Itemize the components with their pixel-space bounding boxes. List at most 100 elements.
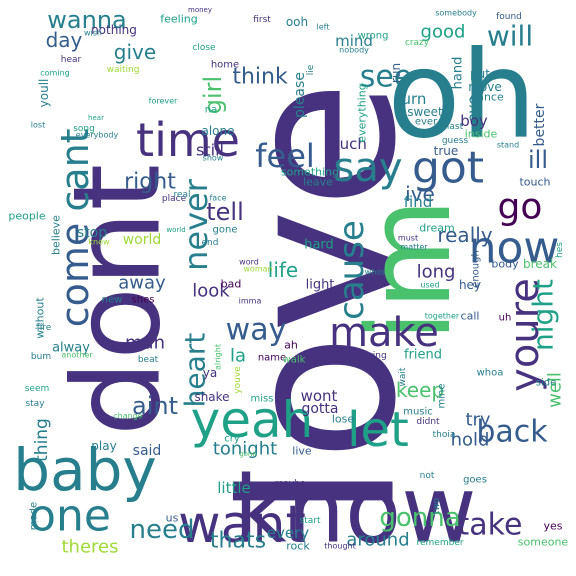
cloud-word: money xyxy=(188,6,212,14)
cloud-word: believe xyxy=(50,215,63,255)
cloud-word: whoa xyxy=(477,368,504,379)
cloud-word: miss xyxy=(251,394,274,405)
cloud-word: change xyxy=(113,412,143,421)
cloud-word: must xyxy=(398,234,418,243)
cloud-word: without xyxy=(34,297,47,339)
cloud-word: lost xyxy=(31,121,45,130)
cloud-word: yeah xyxy=(191,391,314,449)
cloud-word: hear xyxy=(88,114,104,122)
cloud-word: love xyxy=(198,80,443,520)
cloud-word: lose xyxy=(332,413,355,426)
cloud-word: last xyxy=(447,122,464,132)
cloud-word: time xyxy=(136,113,240,167)
cloud-word: wrong xyxy=(358,31,389,42)
cloud-word: mine xyxy=(437,383,448,408)
cloud-word: stay xyxy=(25,399,45,409)
cloud-word: said xyxy=(133,443,162,459)
cloud-word: seem xyxy=(25,384,50,394)
cloud-word: hes xyxy=(555,242,565,258)
cloud-word: face xyxy=(209,194,226,203)
cloud-word: didnt xyxy=(416,417,440,427)
cloud-word: ever xyxy=(415,117,438,128)
cloud-word: guess xyxy=(442,136,469,146)
cloud-word: remember xyxy=(416,538,463,548)
cloud-word: world xyxy=(166,226,185,234)
cloud-word: look xyxy=(192,281,230,302)
cloud-word: imma xyxy=(239,297,262,306)
cloud-word: side xyxy=(536,378,557,389)
cloud-word: nobody xyxy=(339,46,369,55)
cloud-word: enough xyxy=(471,250,482,288)
cloud-word: let xyxy=(347,402,409,458)
cloud-word: thoia xyxy=(433,430,456,440)
cloud-word: together xyxy=(425,312,460,321)
cloud-word: way xyxy=(226,313,287,348)
cloud-word: youve xyxy=(233,366,243,394)
cloud-word: knew xyxy=(88,238,110,247)
cloud-word: made xyxy=(29,502,40,530)
cloud-word: life xyxy=(268,258,298,282)
cloud-word: home xyxy=(211,60,239,71)
cloud-word: cry xyxy=(224,434,240,445)
cloud-word: go xyxy=(498,187,543,228)
cloud-word: turn xyxy=(396,90,427,108)
cloud-word: waiting xyxy=(107,65,140,75)
cloud-word: thats xyxy=(210,529,266,554)
cloud-word: girl xyxy=(199,76,227,114)
cloud-word: now xyxy=(469,223,560,274)
cloud-word: put xyxy=(470,67,490,81)
cloud-word: see xyxy=(360,60,413,95)
cloud-word: world xyxy=(123,232,162,248)
cloud-word: close xyxy=(192,43,216,53)
cloud-word: come xyxy=(53,223,97,328)
cloud-word: still xyxy=(196,141,224,160)
cloud-word: uh xyxy=(499,313,512,324)
cloud-word: gonn xyxy=(239,450,257,458)
cloud-word: everybody xyxy=(76,131,119,140)
cloud-word: goes xyxy=(463,475,487,486)
cloud-word: take xyxy=(458,508,523,543)
cloud-word: call xyxy=(461,310,480,323)
cloud-word: right xyxy=(124,170,176,195)
cloud-word: well xyxy=(545,372,566,408)
cloud-word: everything xyxy=(356,83,369,142)
cloud-word: hard xyxy=(304,238,334,253)
cloud-word: la xyxy=(230,346,246,367)
cloud-word: name xyxy=(258,353,286,364)
cloud-word: aint xyxy=(132,392,178,420)
cloud-word: light xyxy=(306,278,335,293)
cloud-word: first xyxy=(253,15,271,25)
cloud-word: better xyxy=(532,103,548,146)
cloud-word: please xyxy=(292,72,308,118)
cloud-word: thought xyxy=(324,542,355,551)
cloud-word: oh xyxy=(387,27,536,166)
cloud-word: friend xyxy=(404,348,442,363)
cloud-word: bring xyxy=(363,351,386,361)
cloud-word: hear xyxy=(61,55,82,65)
cloud-word: whos xyxy=(365,268,386,277)
cloud-word: cause xyxy=(332,220,372,320)
cloud-word: woman xyxy=(243,265,272,274)
cloud-word: little xyxy=(217,479,251,497)
cloud-word: maybe xyxy=(275,479,306,489)
cloud-word: mind xyxy=(335,32,373,50)
cloud-word: not xyxy=(420,471,435,481)
cloud-word: heart xyxy=(179,333,212,408)
cloud-word: find xyxy=(404,193,432,211)
cloud-word: alway xyxy=(52,341,90,356)
cloud-word: tonight xyxy=(213,439,277,460)
cloud-word: people xyxy=(8,210,46,223)
cloud-word: move xyxy=(468,80,502,94)
cloud-word: end xyxy=(202,238,219,248)
cloud-word: know xyxy=(233,457,476,564)
cloud-word: bum xyxy=(31,352,51,362)
cloud-word: lie xyxy=(306,64,316,75)
cloud-word: dream xyxy=(419,222,455,235)
cloud-word: song xyxy=(73,124,95,134)
cloud-word: stop xyxy=(77,225,107,241)
cloud-word: try xyxy=(465,410,490,431)
cloud-word: sweet xyxy=(407,105,443,119)
cloud-word: crazy xyxy=(405,38,430,48)
